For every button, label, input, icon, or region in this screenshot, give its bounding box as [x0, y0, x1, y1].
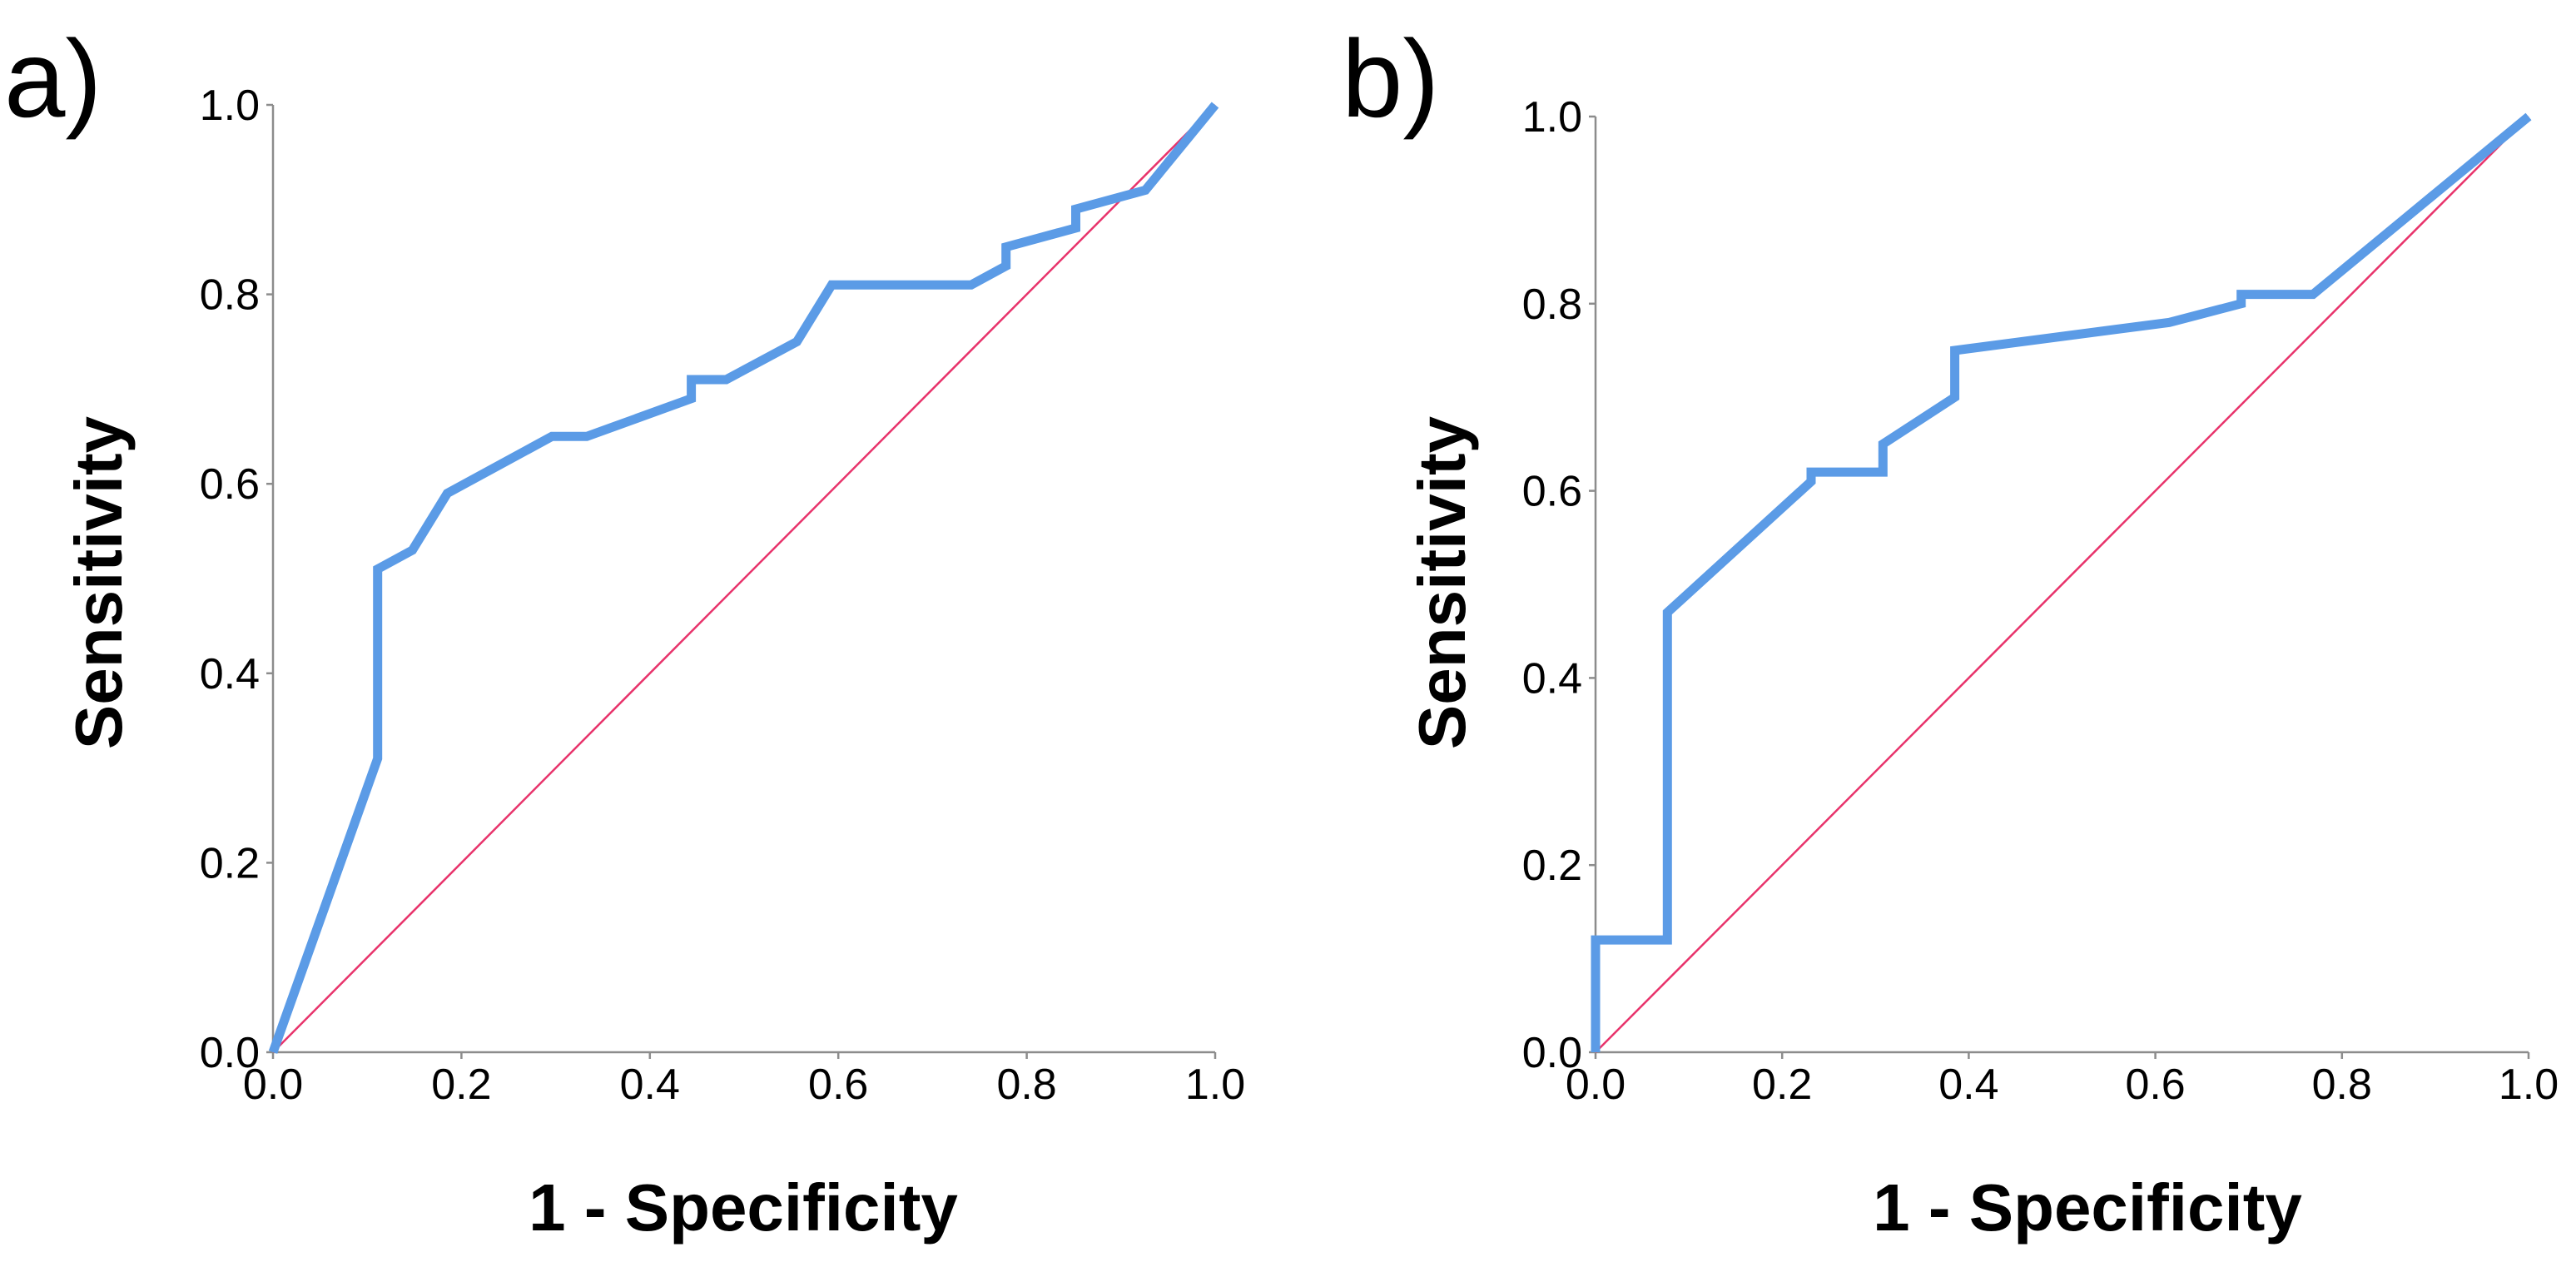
- reference-diagonal-line: [272, 104, 1216, 1053]
- x-tick-label: 0.6: [2125, 1061, 2185, 1109]
- x-tick-label: 0.2: [1752, 1061, 1812, 1109]
- x-tick-label: 0.8: [2312, 1061, 2372, 1109]
- y-tick-label: 0.8: [200, 271, 260, 320]
- y-axis-title: Sensitivity: [1405, 415, 1479, 749]
- y-tick-labels: 0.0 0.2 0.4 0.6 0.8 1.0: [200, 82, 260, 1077]
- y-tick-label: 0.2: [1522, 842, 1582, 890]
- x-tick-label: 0.2: [431, 1061, 491, 1109]
- x-tick-label: 1.0: [1185, 1061, 1245, 1109]
- roc-curve-line: [1591, 112, 2532, 1052]
- x-axis-title: 1 - Specificity: [529, 1170, 958, 1245]
- x-tick-label: 0.0: [1566, 1061, 1626, 1109]
- y-tick-label: 1.0: [200, 82, 260, 130]
- y-tick-label: 0.4: [200, 650, 260, 698]
- axes: [266, 103, 1217, 1059]
- panel-label: a): [4, 17, 102, 140]
- plot-series: [268, 102, 1219, 1054]
- y-tick-label: 0.6: [200, 460, 260, 509]
- x-axis-title: 1 - Specificity: [1873, 1170, 2302, 1245]
- plot-series: [1591, 112, 2532, 1053]
- y-tick-label: 0.0: [1522, 1029, 1582, 1077]
- reference-diagonal-line: [1595, 116, 2529, 1053]
- x-tick-label: 0.4: [1938, 1061, 1998, 1109]
- x-tick-label: 0.8: [996, 1061, 1056, 1109]
- y-tick-label: 0.2: [200, 839, 260, 887]
- x-tick-labels: 0.0 0.2 0.4 0.6 0.8 1.0: [243, 1061, 1245, 1109]
- y-tick-label: 1.0: [1522, 93, 1582, 142]
- y-tick-label: 0.4: [1522, 654, 1582, 703]
- x-tick-label: 0.0: [243, 1061, 303, 1109]
- y-tick-label: 0.6: [1522, 468, 1582, 516]
- roc-curve-line: [268, 102, 1219, 1054]
- y-tick-label: 0.8: [1522, 281, 1582, 329]
- panel-label: b): [1342, 17, 1439, 140]
- y-axis-title: Sensitivity: [62, 415, 136, 749]
- x-tick-label: 0.4: [620, 1061, 680, 1109]
- roc-panel-a: a) 0.0 0.2 0.4 0.6 0.8 1.0 0.0 0.2 0.4 0.6 0.8 1.0…: [4, 17, 1245, 1245]
- x-tick-label: 1.0: [2499, 1061, 2559, 1109]
- x-tick-labels: 0.0 0.2 0.4 0.6 0.8 1.0: [1566, 1061, 2559, 1109]
- x-tick-label: 0.6: [808, 1061, 868, 1109]
- roc-panel-b: b) 0.0 0.2 0.4 0.6 0.8 1.0 0.0 0.2 0.4 0.6 0.8 1.0…: [1342, 17, 2559, 1245]
- y-tick-label: 0.0: [200, 1029, 260, 1077]
- y-tick-labels: 0.0 0.2 0.4 0.6 0.8 1.0: [1522, 93, 1582, 1077]
- axes: [1589, 115, 2530, 1059]
